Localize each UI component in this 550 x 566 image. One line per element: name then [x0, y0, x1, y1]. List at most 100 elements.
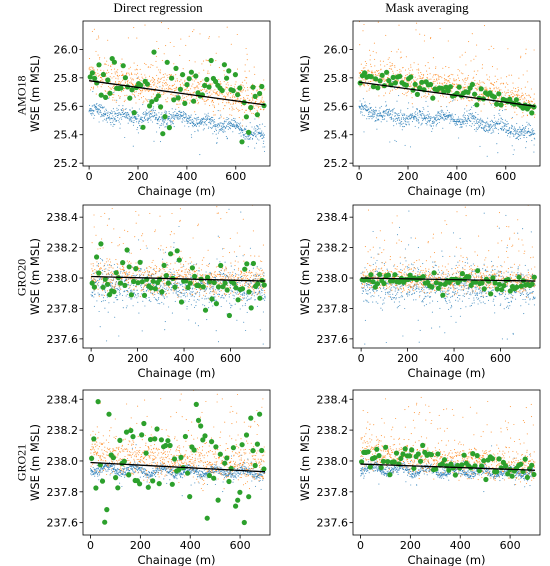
blue-point [213, 277, 215, 279]
orange-point [395, 88, 397, 91]
blue-point [412, 106, 414, 108]
blue-point [431, 130, 433, 132]
orange-point [465, 79, 467, 81]
blue-point [220, 114, 222, 116]
orange-point [517, 89, 520, 91]
orange-point [94, 269, 96, 271]
orange-point [261, 98, 263, 100]
blue-point [230, 122, 233, 124]
green-point [239, 139, 245, 145]
orange-point [150, 83, 152, 86]
blue-point [396, 100, 398, 102]
blue-point [413, 118, 415, 120]
orange-point [422, 85, 424, 87]
orange-point [399, 68, 401, 70]
orange-point [424, 95, 426, 97]
orange-point [142, 271, 144, 274]
blue-point [530, 135, 532, 137]
blue-point [401, 120, 403, 123]
blue-point [100, 104, 102, 106]
blue-point [487, 129, 489, 131]
orange-point [408, 82, 410, 84]
orange-point [136, 279, 138, 281]
blue-point [468, 117, 470, 119]
orange-point [423, 40, 425, 42]
blue-point [421, 122, 423, 124]
blue-point [119, 294, 121, 296]
blue-point [97, 107, 99, 109]
blue-point [258, 139, 260, 141]
blue-point [197, 130, 199, 132]
blue-point [209, 119, 211, 121]
orange-point [110, 66, 112, 68]
orange-point [252, 99, 254, 101]
blue-point [144, 111, 146, 113]
blue-point [501, 121, 503, 123]
blue-point [483, 126, 485, 128]
orange-point [159, 69, 162, 71]
blue-point [202, 304, 204, 306]
orange-point [497, 78, 499, 80]
orange-point [385, 34, 387, 36]
orange-point [208, 92, 210, 94]
blue-point [127, 117, 129, 119]
blue-point [482, 121, 484, 123]
orange-point [142, 95, 145, 98]
orange-point [178, 106, 180, 109]
orange-point [111, 86, 113, 88]
blue-point [92, 91, 94, 93]
blue-point [382, 116, 384, 118]
blue-point [497, 152, 499, 154]
orange-point [121, 268, 123, 271]
blue-point [418, 121, 420, 123]
green-point [193, 73, 199, 79]
orange-point [256, 89, 258, 91]
blue-point [495, 127, 497, 129]
blue-point [213, 120, 215, 123]
blue-point [185, 112, 187, 114]
blue-point [148, 111, 150, 113]
blue-point [169, 120, 171, 123]
orange-point [100, 267, 102, 269]
x-tick-label: 600 [225, 170, 246, 183]
blue-point [114, 124, 116, 126]
blue-point [257, 125, 259, 127]
blue-point [401, 129, 403, 131]
orange-point [369, 70, 371, 72]
blue-point [182, 119, 184, 121]
blue-point [160, 124, 162, 126]
orange-point [500, 77, 502, 79]
orange-point [124, 82, 127, 84]
orange-point [133, 27, 135, 29]
blue-point [364, 108, 366, 110]
blue-point [242, 294, 244, 296]
blue-point [167, 119, 169, 121]
blue-point [129, 109, 131, 111]
blue-point [105, 268, 107, 270]
orange-point [115, 285, 117, 287]
blue-point [106, 296, 108, 298]
blue-point [234, 121, 236, 123]
orange-point [406, 95, 408, 97]
blue-point [427, 119, 429, 122]
orange-point [368, 81, 370, 83]
orange-point [438, 79, 440, 81]
orange-point [246, 53, 248, 55]
blue-point [429, 124, 431, 126]
blue-point [105, 108, 107, 110]
blue-point [261, 134, 263, 136]
orange-point [210, 89, 212, 91]
orange-point [162, 82, 164, 84]
orange-point [163, 53, 165, 55]
blue-point [228, 208, 230, 210]
orange-point [95, 72, 97, 74]
blue-point [375, 117, 377, 119]
blue-point [232, 120, 234, 122]
green-point [204, 76, 210, 83]
orange-point [102, 290, 104, 292]
orange-point [464, 81, 466, 84]
blue-point [412, 115, 414, 117]
orange-point [507, 48, 509, 50]
blue-point [219, 122, 221, 124]
